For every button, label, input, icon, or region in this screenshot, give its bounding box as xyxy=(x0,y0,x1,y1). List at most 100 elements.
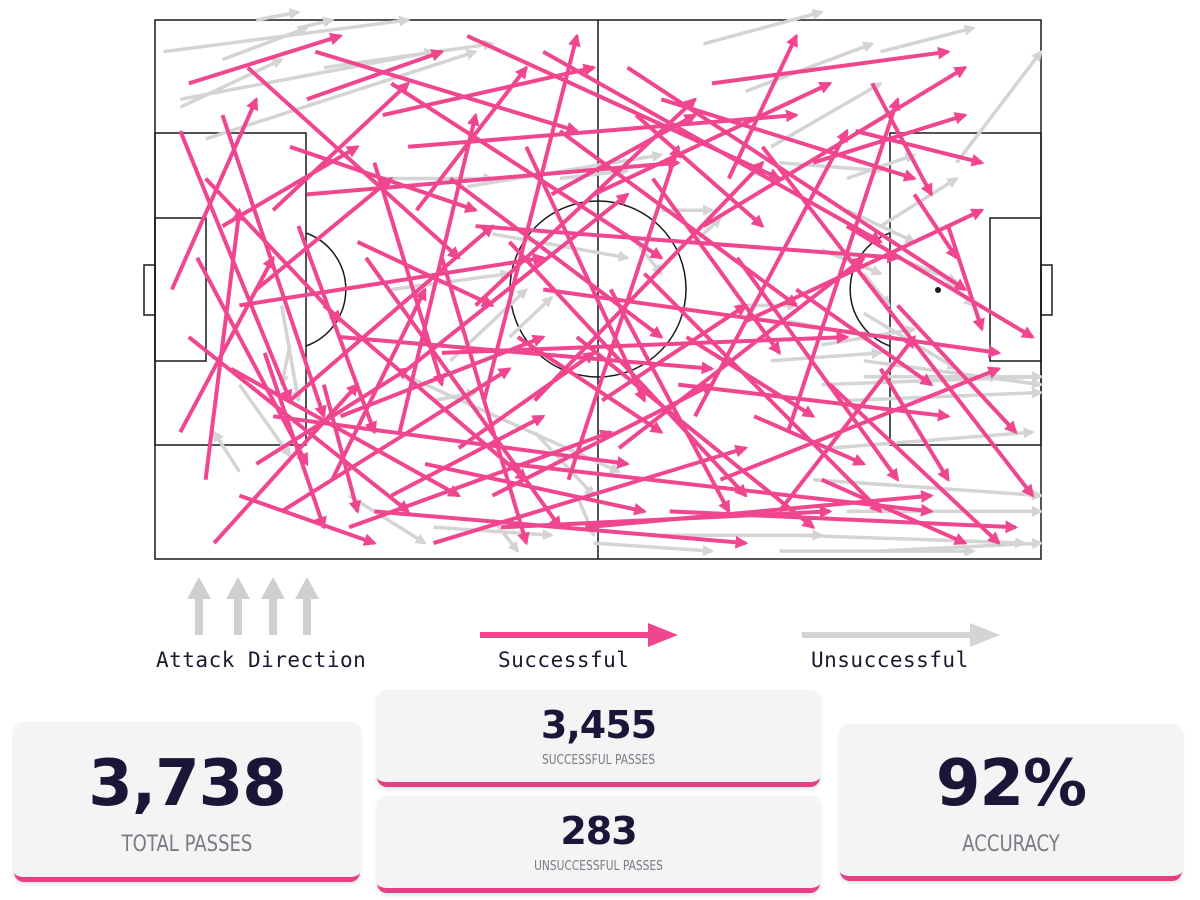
successful-pass-arrow xyxy=(457,351,596,450)
unsuccessful-pass-arrow xyxy=(407,375,622,474)
successful-legend-label: Successful xyxy=(498,648,630,672)
total-passes-value: 3,738 xyxy=(88,747,286,821)
total-passes-card: 3,738 TOTAL PASSES xyxy=(14,722,360,882)
successful-pass-arrow xyxy=(441,331,850,355)
successful-pass-arrow xyxy=(306,49,445,102)
successful-pass-arrow xyxy=(407,109,799,149)
unsuccessful-pass-arrow xyxy=(221,25,309,62)
successful-pass-arrow xyxy=(711,46,951,86)
successful-pass-arrow xyxy=(374,509,749,549)
unsuccessful-pass-arrow xyxy=(212,430,241,473)
accuracy-value: 92% xyxy=(935,747,1087,821)
successful-pass-arrow xyxy=(203,207,245,480)
successful-pass-arrow xyxy=(634,113,765,228)
successful-pass-arrow xyxy=(272,414,631,469)
accuracy-card: 92% ACCURACY xyxy=(840,724,1182,881)
unsuccessful-legend-label: Unsuccessful xyxy=(811,648,969,672)
unsuccessful-pass-arrow xyxy=(255,8,301,22)
successful-pass-arrow xyxy=(878,367,950,482)
successful-pass-arrow xyxy=(364,256,562,530)
left-six-yard-box xyxy=(154,217,207,362)
successful-pass-arrow xyxy=(702,65,968,228)
attack-direction-label: Attack Direction xyxy=(156,648,367,672)
successful-passes-value: 3,455 xyxy=(540,703,657,747)
successful-pass-arrow xyxy=(651,177,782,355)
up-arrow-icon xyxy=(295,577,319,635)
successful-pass-arrow xyxy=(221,145,360,228)
successful-pass-arrow xyxy=(390,414,546,498)
unsuccessful-pass-arrow xyxy=(955,49,1043,164)
unsuccessful-pass-arrow xyxy=(433,525,554,541)
successful-pass-arrow xyxy=(178,130,293,403)
accuracy-label: ACCURACY xyxy=(962,832,1060,857)
successful-pass-arrow xyxy=(356,240,495,308)
successful-pass-arrow xyxy=(685,335,816,418)
successful-pass-arrow xyxy=(744,208,985,324)
successful-pass-arrow xyxy=(753,414,867,466)
successful-pass-arrow xyxy=(820,477,968,545)
successful-pass-arrow xyxy=(255,176,394,292)
successful-pass-arrow xyxy=(828,383,1001,545)
unsuccessful-pass-arrow xyxy=(508,295,554,339)
up-arrow-icon xyxy=(187,577,211,635)
unsuccessful-passes-label: UNSUCCESSFUL PASSES xyxy=(534,859,663,874)
successful-pass-arrow xyxy=(280,367,512,514)
successful-passes-label: SUCCESSFUL PASSES xyxy=(541,753,656,768)
successful-pass-arrow xyxy=(204,177,343,324)
successful-pass-arrow xyxy=(372,162,446,388)
successful-legend-arrow xyxy=(480,623,678,647)
successful-pass-arrow xyxy=(854,129,985,167)
successful-pass-arrow xyxy=(188,32,344,86)
successful-pass-arrow xyxy=(509,461,934,517)
successful-pass-arrow xyxy=(542,287,1002,358)
successful-pass-arrow xyxy=(238,493,377,546)
successful-pass-arrow xyxy=(246,66,461,260)
unsuccessful-pass-arrow xyxy=(796,533,1027,549)
successful-pass-arrow xyxy=(229,367,462,498)
unsuccessful-pass-arrow xyxy=(179,58,284,109)
unsuccessful-pass-arrow xyxy=(829,427,1035,450)
successful-pass-arrow xyxy=(239,253,546,308)
unsuccessful-pass-arrow xyxy=(237,383,292,458)
successful-pass-arrow xyxy=(912,193,959,260)
successful-pass-arrow xyxy=(271,81,410,212)
successful-pass-arrow xyxy=(795,287,934,387)
successful-pass-arrow xyxy=(608,288,731,514)
successful-pass-arrow xyxy=(289,144,479,213)
successful-pass-arrow xyxy=(178,255,275,434)
successful-pass-arrow xyxy=(321,384,362,514)
unsuccessful-passes-card: 283 UNSUCCESSFUL PASSES xyxy=(377,796,820,893)
unsuccessful-pass-arrow xyxy=(205,49,478,141)
successful-pass-arrow xyxy=(170,96,259,291)
successful-pass-arrow xyxy=(340,335,715,375)
successful-pass-arrow xyxy=(390,81,664,260)
successful-pass-arrow xyxy=(482,33,581,401)
successful-pass-arrow xyxy=(601,303,748,403)
successful-pass-arrow xyxy=(449,176,664,339)
attack-direction-arrows xyxy=(187,577,319,635)
unsuccessful-pass-arrow xyxy=(593,541,715,557)
successful-pass-arrow xyxy=(475,224,901,264)
unsuccessful-pass-arrow xyxy=(880,537,1044,553)
passes-layer xyxy=(163,8,1044,557)
successful-pass-arrow xyxy=(306,157,681,197)
successful-pass-arrow xyxy=(542,49,883,244)
successful-pass-arrow xyxy=(406,192,630,371)
successful-pass-arrow xyxy=(424,461,647,516)
unsuccessful-legend-arrow xyxy=(802,623,1000,647)
unsuccessful-pass-arrow xyxy=(770,81,883,149)
unsuccessful-pass-arrow xyxy=(348,494,427,545)
successful-pass-arrow xyxy=(314,49,580,135)
pass-map xyxy=(143,8,1053,560)
successful-pass-arrow xyxy=(550,113,698,197)
successful-pass-arrow xyxy=(777,335,916,513)
unsuccessful-pass-arrow xyxy=(745,41,875,93)
successful-pass-arrow xyxy=(288,224,495,403)
unsuccessful-pass-arrow xyxy=(862,272,891,308)
unsuccessful-pass-arrow xyxy=(846,387,1044,403)
unsuccessful-pass-arrow xyxy=(298,16,335,30)
unsuccessful-pass-arrow xyxy=(693,216,723,244)
unsuccessful-pass-arrow xyxy=(770,347,883,363)
unsuccessful-pass-arrow xyxy=(703,9,824,46)
total-passes-label: TOTAL PASSES xyxy=(121,832,253,857)
